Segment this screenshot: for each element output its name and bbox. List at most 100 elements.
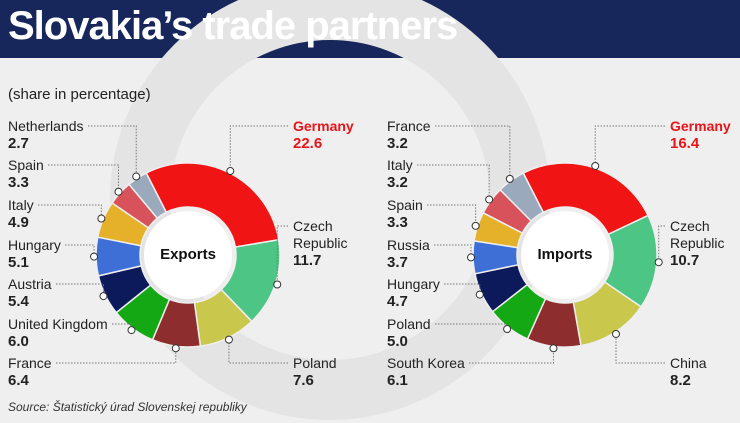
leader-line [65, 244, 95, 257]
category-name: Czech Republic [293, 218, 348, 251]
leader-dot [485, 195, 494, 204]
value-label: 3.3 [8, 174, 29, 191]
value-label: 7.6 [293, 372, 314, 389]
leader-line [435, 125, 511, 179]
slice-label: Poland 7.6 [293, 355, 363, 389]
category-name: Italy [387, 157, 413, 173]
leader-dot [90, 252, 99, 261]
subtitle: (share in percentage) [8, 86, 151, 103]
leader-dot [226, 167, 235, 176]
slice-label: Poland 5.0 [387, 316, 431, 350]
leader-line [56, 283, 104, 297]
leader-line [434, 244, 472, 258]
leader-line [112, 323, 132, 331]
value-label: 3.2 [387, 174, 408, 191]
leader-dot [612, 329, 621, 338]
slice-label: France 3.2 [387, 118, 431, 152]
value-label: 5.1 [8, 254, 29, 271]
leader-dot [99, 292, 108, 301]
value-label: 5.4 [8, 293, 29, 310]
leader-dot [471, 221, 480, 230]
category-name: Austria [8, 276, 52, 292]
category-name: Hungary [387, 276, 440, 292]
donut-hole [144, 211, 232, 299]
value-label: 2.7 [8, 135, 29, 152]
donut-slice [128, 172, 168, 220]
category-name: Germany [670, 118, 731, 134]
leader-line [417, 164, 490, 200]
category-name: Germany [293, 118, 354, 134]
slice-label: Italy 3.2 [387, 157, 413, 191]
center-label: Exports [160, 246, 216, 263]
value-label: 3.7 [387, 254, 408, 271]
value-label: 22.6 [293, 135, 323, 152]
value-label: 16.4 [670, 135, 700, 152]
category-name: Spain [8, 157, 44, 173]
leader-dot [273, 280, 282, 289]
value-label: 6.1 [387, 372, 408, 389]
leader-line [594, 125, 665, 166]
leader-line [56, 348, 177, 364]
category-name: France [387, 118, 431, 134]
slice-label: Germany 22.6 [293, 118, 363, 152]
leader-dot [467, 253, 476, 262]
slice-label: Russia 3.7 [387, 237, 430, 271]
value-label: 11.7 [293, 252, 322, 269]
slice-label: China 8.2 [670, 355, 740, 389]
category-name: Spain [387, 197, 423, 213]
slice-label: South Korea 6.1 [387, 355, 465, 389]
value-label: 4.9 [8, 214, 29, 231]
leader-dot [127, 326, 136, 335]
leader-dot [591, 161, 600, 170]
leader-line [229, 125, 288, 172]
category-name: United Kingdom [8, 316, 108, 332]
value-label: 10.7 [670, 252, 700, 269]
leader-dot [114, 187, 123, 196]
donut-slice [145, 162, 280, 248]
source: Source: Štatistický úrad Slovenskej repu… [8, 400, 247, 414]
leader-dot [224, 335, 233, 344]
slice-label: United Kingdom 6.0 [8, 316, 108, 350]
category-name: South Korea [387, 355, 465, 371]
slice-label: Czech Republic 10.7 [670, 218, 740, 269]
slice-label: Hungary 5.1 [8, 237, 61, 271]
leader-line [469, 348, 554, 364]
slice-label: Austria 5.4 [8, 276, 52, 310]
leader-line [658, 225, 665, 263]
value-label: 6.0 [8, 333, 29, 350]
category-name: Russia [387, 237, 430, 253]
category-name: Netherlands [8, 118, 84, 134]
category-name: France [8, 355, 52, 371]
slice-label: Germany 16.4 [670, 118, 740, 152]
value-label: 6.4 [8, 372, 29, 389]
value-label: 3.2 [387, 135, 408, 152]
leader-dot [505, 174, 514, 183]
slice-label: France 6.4 [8, 355, 52, 389]
slice-label: Italy 4.9 [8, 197, 34, 231]
center-label: Imports [537, 246, 592, 263]
category-name: Italy [8, 197, 34, 213]
leader-dot [97, 214, 106, 223]
leader-dot [503, 325, 512, 334]
category-name: Poland [293, 355, 337, 371]
donut-hole [521, 211, 609, 299]
title: Slovakia’s trade partners [8, 4, 458, 48]
leader-dot [475, 290, 484, 299]
value-label: 8.2 [670, 372, 691, 389]
leader-line [276, 225, 288, 285]
category-name: Poland [387, 316, 431, 332]
leader-line [615, 333, 665, 364]
leader-dot [132, 172, 141, 181]
slice-label: Netherlands 2.7 [8, 118, 84, 152]
leader-dot [549, 344, 558, 353]
slice-label: Spain 3.3 [8, 157, 44, 191]
category-name: Hungary [8, 237, 61, 253]
donut-slice [499, 172, 545, 223]
slice-label: Hungary 4.7 [387, 276, 440, 310]
leader-dot [654, 258, 663, 267]
slice-label: Spain 3.3 [387, 197, 423, 231]
leader-line [38, 204, 102, 219]
leader-line [88, 125, 137, 177]
